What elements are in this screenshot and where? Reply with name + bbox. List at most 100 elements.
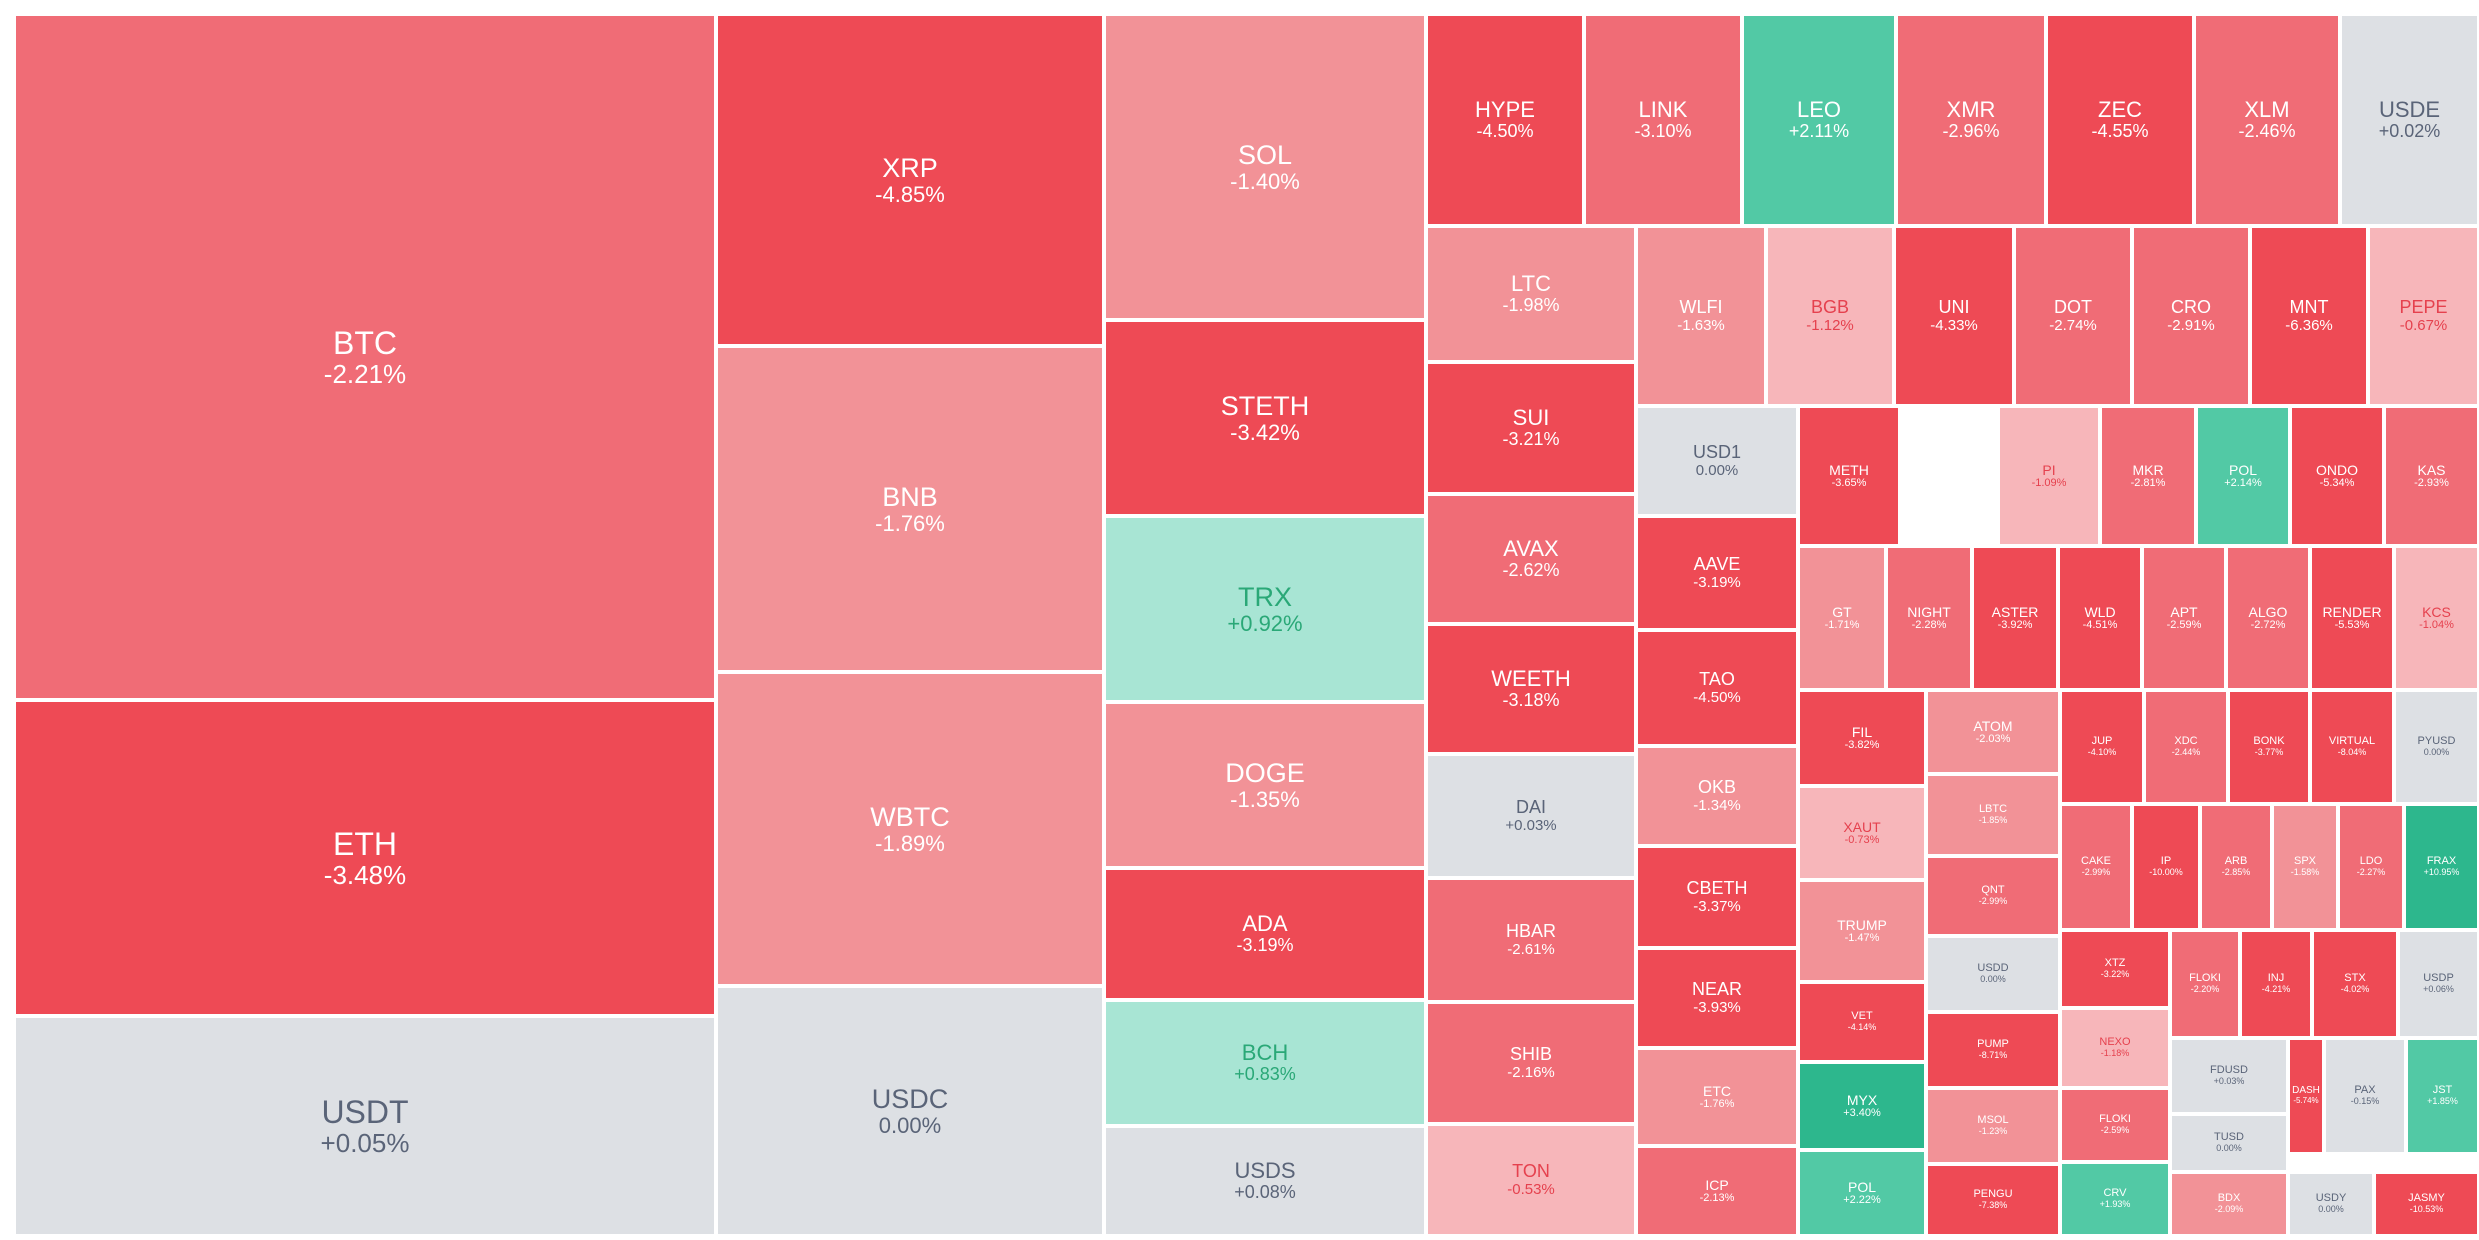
treemap-tile-dot[interactable]: DOT -2.74% [2014, 226, 2132, 406]
treemap-tile-tusd[interactable]: TUSD 0.00% [2170, 1114, 2288, 1172]
treemap-tile-ldo[interactable]: LDO -2.27% [2338, 804, 2404, 930]
treemap-tile-floki[interactable]: FLOKI -2.59% [2060, 1088, 2170, 1162]
treemap-tile-atom[interactable]: ATOM -2.03% [1926, 690, 2060, 774]
treemap-tile-sui[interactable]: SUI -3.21% [1426, 362, 1636, 494]
treemap-tile-hbar[interactable]: HBAR -2.61% [1426, 878, 1636, 1002]
treemap-tile-near[interactable]: NEAR -3.93% [1636, 948, 1798, 1048]
treemap-tile-weeth[interactable]: WEETH -3.18% [1426, 624, 1636, 754]
treemap-tile-ondo[interactable]: ONDO -5.34% [2290, 406, 2384, 546]
treemap-tile-apt[interactable]: APT -2.59% [2142, 546, 2226, 690]
treemap-tile-ton[interactable]: TON -0.53% [1426, 1124, 1636, 1236]
treemap-tile-okb[interactable]: OKB -1.34% [1636, 746, 1798, 846]
treemap-tile-tao[interactable]: TAO -4.50% [1636, 630, 1798, 746]
treemap-tile-xrp[interactable]: XRP -4.85% [716, 14, 1104, 346]
treemap-tile-vet[interactable]: VET -4.14% [1798, 982, 1926, 1062]
treemap-tile-fdusd[interactable]: FDUSD +0.03% [2170, 1038, 2288, 1114]
treemap-tile-icp[interactable]: ICP -2.13% [1636, 1146, 1798, 1236]
treemap-tile-algo[interactable]: ALGO -2.72% [2226, 546, 2310, 690]
treemap-tile-xtz[interactable]: XTZ -3.22% [2060, 930, 2170, 1008]
treemap-tile-usdy[interactable]: USDY 0.00% [2288, 1172, 2374, 1236]
treemap-tile-pol[interactable]: POL +2.22% [1798, 1150, 1926, 1236]
treemap-tile-floki[interactable]: FLOKI -2.20% [2170, 930, 2240, 1038]
treemap-tile-zec[interactable]: ZEC -4.55% [2046, 14, 2194, 226]
treemap-tile-pi[interactable]: PI -1.09% [1998, 406, 2100, 546]
treemap-tile-render[interactable]: RENDER -5.53% [2310, 546, 2394, 690]
treemap-tile-sol[interactable]: SOL -1.40% [1104, 14, 1426, 320]
treemap-tile-gt[interactable]: GT -1.71% [1798, 546, 1886, 690]
treemap-tile-xaut[interactable]: XAUT -0.73% [1798, 786, 1926, 880]
treemap-tile-trump[interactable]: TRUMP -1.47% [1798, 880, 1926, 982]
tile-symbol: DOGE [1225, 757, 1305, 788]
treemap-tile-dai[interactable]: DAI +0.03% [1426, 754, 1636, 878]
treemap-tile-shib[interactable]: SHIB -2.16% [1426, 1002, 1636, 1124]
treemap-tile-qnt[interactable]: QNT -2.99% [1926, 856, 2060, 936]
treemap-tile-dash[interactable]: DASH -5.74% [2288, 1038, 2324, 1154]
treemap-tile-steth[interactable]: STETH -3.42% [1104, 320, 1426, 516]
treemap-tile-uni[interactable]: UNI -4.33% [1894, 226, 2014, 406]
treemap-tile-inj[interactable]: INJ -4.21% [2240, 930, 2312, 1038]
treemap-tile-avax[interactable]: AVAX -2.62% [1426, 494, 1636, 624]
treemap-tile-meth[interactable]: METH -3.65% [1798, 406, 1900, 546]
treemap-tile-mnt[interactable]: MNT -6.36% [2250, 226, 2368, 406]
treemap-tile-aave[interactable]: AAVE -3.19% [1636, 516, 1798, 630]
treemap-tile-pengu[interactable]: PENGU -7.38% [1926, 1164, 2060, 1236]
treemap-tile-jst[interactable]: JST +1.85% [2406, 1038, 2479, 1154]
treemap-tile-kas[interactable]: KAS -2.93% [2384, 406, 2479, 546]
treemap-tile-bnb[interactable]: BNB -1.76% [716, 346, 1104, 672]
treemap-tile-xdc[interactable]: XDC -2.44% [2144, 690, 2228, 804]
treemap-tile-usdc[interactable]: USDC 0.00% [716, 986, 1104, 1236]
treemap-tile-fil[interactable]: FIL -3.82% [1798, 690, 1926, 786]
treemap-tile-link[interactable]: LINK -3.10% [1584, 14, 1742, 226]
treemap-tile-usds[interactable]: USDS +0.08% [1104, 1126, 1426, 1236]
treemap-tile-wld[interactable]: WLD -4.51% [2058, 546, 2142, 690]
treemap-tile-wbtc[interactable]: WBTC -1.89% [716, 672, 1104, 986]
treemap-tile-cro[interactable]: CRO -2.91% [2132, 226, 2250, 406]
treemap-tile-hype[interactable]: HYPE -4.50% [1426, 14, 1584, 226]
treemap-tile-bgb[interactable]: BGB -1.12% [1766, 226, 1894, 406]
treemap-tile-trx[interactable]: TRX +0.92% [1104, 516, 1426, 702]
treemap-tile-lbtc[interactable]: LBTC -1.85% [1926, 774, 2060, 856]
treemap-tile-doge[interactable]: DOGE -1.35% [1104, 702, 1426, 868]
treemap-tile-cake[interactable]: CAKE -2.99% [2060, 804, 2132, 930]
treemap-tile-ip[interactable]: IP -10.00% [2132, 804, 2200, 930]
treemap-tile-jup[interactable]: JUP -4.10% [2060, 690, 2144, 804]
treemap-tile-arb[interactable]: ARB -2.85% [2200, 804, 2272, 930]
treemap-tile-stx[interactable]: STX -4.02% [2312, 930, 2398, 1038]
treemap-tile-myx[interactable]: MYX +3.40% [1798, 1062, 1926, 1150]
treemap-tile-etc[interactable]: ETC -1.76% [1636, 1048, 1798, 1146]
treemap-tile-ltc[interactable]: LTC -1.98% [1426, 226, 1636, 362]
treemap-tile-virtual[interactable]: VIRTUAL -8.04% [2310, 690, 2394, 804]
treemap-tile-usdt[interactable]: USDT +0.05% [14, 1016, 716, 1236]
treemap-tile-bdx[interactable]: BDX -2.09% [2170, 1172, 2288, 1236]
treemap-tile-eth[interactable]: ETH -3.48% [14, 700, 716, 1016]
treemap-tile-usdp[interactable]: USDP +0.06% [2398, 930, 2479, 1038]
treemap-tile-spx[interactable]: SPX -1.58% [2272, 804, 2338, 930]
treemap-tile-night[interactable]: NIGHT -2.28% [1886, 546, 1972, 690]
treemap-tile-pol[interactable]: POL +2.14% [2196, 406, 2290, 546]
treemap-tile-btc[interactable]: BTC -2.21% [14, 14, 716, 700]
treemap-tile-pepe[interactable]: PEPE -0.67% [2368, 226, 2479, 406]
treemap-tile-aster[interactable]: ASTER -3.92% [1972, 546, 2058, 690]
treemap-tile-msol[interactable]: MSOL -1.23% [1926, 1088, 2060, 1164]
treemap-tile-bonk[interactable]: BONK -3.77% [2228, 690, 2310, 804]
treemap-tile-pyusd[interactable]: PYUSD 0.00% [2394, 690, 2479, 804]
treemap-tile-ada[interactable]: ADA -3.19% [1104, 868, 1426, 1000]
tile-symbol: KCS [2422, 603, 2451, 620]
treemap-tile-usde[interactable]: USDE +0.02% [2340, 14, 2479, 226]
treemap-tile-usdd[interactable]: USDD 0.00% [1926, 936, 2060, 1012]
treemap-tile-xmr[interactable]: XMR -2.96% [1896, 14, 2046, 226]
treemap-tile-crv[interactable]: CRV +1.93% [2060, 1162, 2170, 1236]
treemap-tile-nexo[interactable]: NEXO -1.18% [2060, 1008, 2170, 1088]
treemap-tile-xlm[interactable]: XLM -2.46% [2194, 14, 2340, 226]
treemap-tile-usd1[interactable]: USD1 0.00% [1636, 406, 1798, 516]
treemap-tile-kcs[interactable]: KCS -1.04% [2394, 546, 2479, 690]
treemap-tile-pump[interactable]: PUMP -8.71% [1926, 1012, 2060, 1088]
treemap-tile-cbeth[interactable]: CBETH -3.37% [1636, 846, 1798, 948]
treemap-tile-frax[interactable]: FRAX +10.95% [2404, 804, 2479, 930]
treemap-tile-mkr[interactable]: MKR -2.81% [2100, 406, 2196, 546]
treemap-tile-wlfi[interactable]: WLFI -1.63% [1636, 226, 1766, 406]
treemap-tile-bch[interactable]: BCH +0.83% [1104, 1000, 1426, 1126]
treemap-tile-jasmy[interactable]: JASMY -10.53% [2374, 1172, 2479, 1236]
treemap-tile-pax[interactable]: PAX -0.15% [2324, 1038, 2406, 1154]
treemap-tile-leo[interactable]: LEO +2.11% [1742, 14, 1896, 226]
